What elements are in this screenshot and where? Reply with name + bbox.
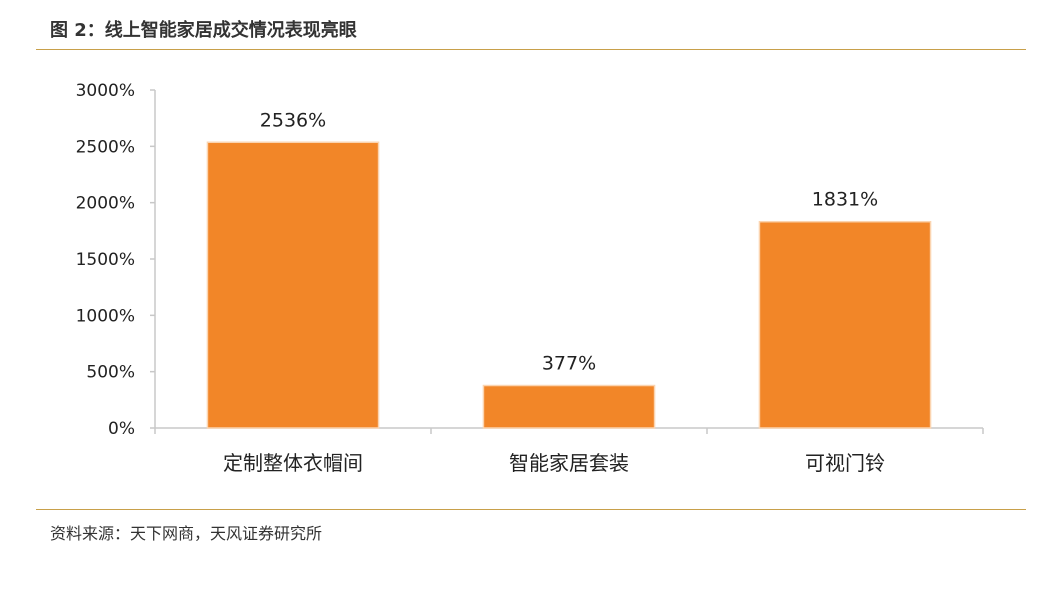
y-tick-label: 2500% bbox=[76, 137, 135, 157]
x-tick-label: 可视门铃 bbox=[805, 451, 885, 475]
y-tick-label: 2000% bbox=[76, 194, 135, 214]
x-tick-label: 定制整体衣帽间 bbox=[223, 451, 363, 475]
y-tick-label: 1500% bbox=[76, 250, 135, 270]
bars bbox=[206, 141, 932, 429]
y-tick-label: 500% bbox=[86, 363, 135, 383]
x-tick-label: 智能家居套装 bbox=[509, 451, 629, 475]
figure-title: 图 2：线上智能家居成交情况表现亮眼 bbox=[50, 20, 357, 41]
data-label: 2536% bbox=[260, 109, 326, 131]
bar bbox=[482, 384, 656, 429]
y-axis: 0% 500% 1000% 1500% 2000% 2500% 3000% bbox=[76, 81, 156, 439]
bar bbox=[758, 220, 932, 429]
bar bbox=[206, 141, 380, 429]
data-label: 1831% bbox=[812, 189, 878, 211]
data-label: 377% bbox=[542, 353, 596, 375]
y-tick-label: 3000% bbox=[76, 81, 135, 101]
bottom-divider bbox=[36, 509, 1026, 510]
source-note: 资料来源：天下网商，天风证券研究所 bbox=[50, 524, 323, 543]
data-labels: 2536% 377% 1831% bbox=[260, 109, 878, 374]
y-tick-label: 1000% bbox=[76, 306, 135, 326]
x-axis: 定制整体衣帽间 智能家居套装 可视门铃 bbox=[154, 427, 984, 475]
top-divider bbox=[36, 49, 1026, 50]
y-tick-label: 0% bbox=[108, 419, 135, 439]
